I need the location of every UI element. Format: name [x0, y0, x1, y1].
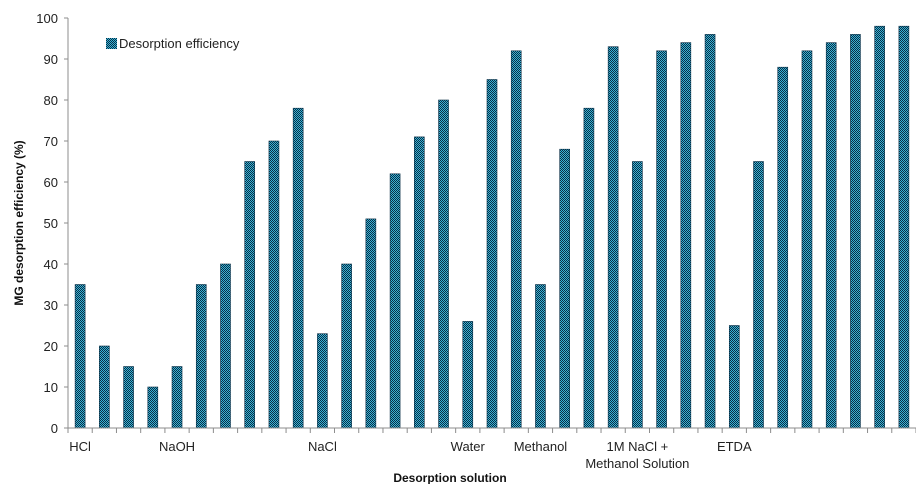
bar — [898, 25, 910, 429]
x-category-label: Water — [451, 439, 486, 454]
bar — [99, 345, 110, 429]
y-tick-label: 40 — [44, 257, 58, 272]
y-tick-label: 50 — [44, 216, 58, 231]
x-category-label: HCl — [69, 439, 91, 454]
bar — [365, 218, 377, 429]
bar — [220, 263, 231, 429]
bar — [777, 66, 789, 429]
bar — [462, 321, 474, 429]
bar — [123, 366, 134, 429]
bar — [486, 79, 498, 429]
bar — [438, 99, 449, 429]
y-tick-label: 80 — [44, 93, 58, 108]
bar — [74, 284, 86, 429]
y-tick-label: 90 — [44, 52, 58, 67]
bar — [195, 284, 207, 429]
x-category-label: Methanol Solution — [585, 456, 689, 471]
bar — [583, 107, 595, 429]
x-category-label: 1M NaCl + — [606, 439, 668, 454]
bar — [147, 386, 159, 429]
bar — [728, 325, 740, 429]
bar — [825, 42, 837, 429]
bar — [559, 148, 570, 429]
bar — [607, 46, 619, 429]
x-category-label: NaOH — [159, 439, 195, 454]
x-category-label: NaCl — [308, 439, 337, 454]
bar — [341, 263, 352, 429]
y-axis-title: MG desorption efficiency (%) — [12, 140, 26, 305]
y-tick-label: 30 — [44, 298, 58, 313]
bar — [656, 50, 667, 429]
bar — [389, 173, 401, 429]
x-axis-title: Desorption solution — [393, 471, 506, 484]
y-tick-label: 0 — [51, 421, 58, 436]
bar — [535, 284, 546, 429]
y-tick-label: 70 — [44, 134, 58, 149]
y-axis-ticks: 0 10 20 30 40 50 60 70 80 90 100 — [36, 11, 69, 436]
bar — [801, 50, 813, 429]
legend-swatch — [106, 38, 117, 49]
bar — [510, 50, 522, 429]
bar — [753, 161, 764, 429]
x-category-label: ETDA — [717, 439, 752, 454]
legend: Desorption efficiency — [106, 36, 240, 51]
bar — [414, 136, 425, 429]
x-category-label: Methanol — [514, 439, 568, 454]
bar — [874, 25, 885, 429]
y-tick-label: 10 — [44, 380, 58, 395]
bar — [268, 140, 280, 429]
bar — [704, 34, 716, 429]
y-tick-label: 20 — [44, 339, 58, 354]
bar — [292, 107, 304, 429]
bar — [171, 366, 183, 429]
bar — [850, 34, 861, 429]
legend-label: Desorption efficiency — [119, 36, 240, 51]
y-tick-label: 60 — [44, 175, 58, 190]
y-tick-label: 100 — [36, 11, 58, 26]
bar — [244, 161, 256, 429]
category-labels: HCl NaOH NaCl Water Methanol 1M NaCl + Methano… — [69, 439, 752, 471]
bar — [680, 42, 692, 429]
bars — [74, 25, 910, 429]
bar — [632, 161, 643, 429]
bar — [317, 333, 328, 429]
x-axis — [67, 427, 916, 433]
